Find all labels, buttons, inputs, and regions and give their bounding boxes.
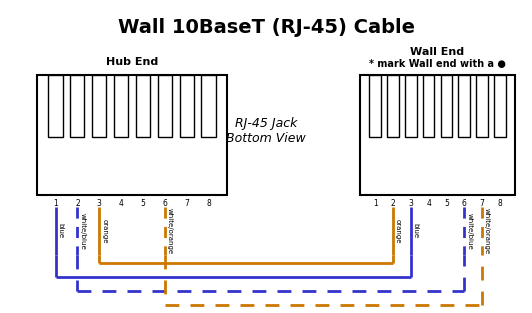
Bar [70,75,85,137]
Text: 8: 8 [497,199,502,208]
Text: orange: orange [395,219,401,243]
Text: 3: 3 [409,199,413,208]
Text: white/blue: white/blue [466,213,472,249]
Text: 7: 7 [184,199,189,208]
Text: 5: 5 [444,199,449,208]
Bar [92,75,106,137]
Text: blue: blue [413,223,419,239]
Text: 4: 4 [119,199,123,208]
Text: Hub End: Hub End [106,57,158,67]
Bar [48,75,63,137]
Bar [369,75,381,137]
Bar [360,75,515,195]
Text: 1: 1 [373,199,378,208]
Text: 5: 5 [140,199,145,208]
Text: 2: 2 [75,199,80,208]
Text: 6: 6 [462,199,467,208]
Bar [440,75,452,137]
Text: 8: 8 [206,199,211,208]
Text: 3: 3 [97,199,102,208]
Text: blue: blue [57,223,63,239]
Text: 2: 2 [390,199,395,208]
Text: * mark Wall end with a ●: * mark Wall end with a ● [369,59,506,69]
Bar [114,75,128,137]
Text: 4: 4 [426,199,431,208]
Bar [202,75,215,137]
Text: Wall End: Wall End [410,47,464,57]
Text: white/orange: white/orange [167,208,173,254]
Bar [405,75,417,137]
Bar [179,75,194,137]
Text: white/orange: white/orange [484,208,490,254]
Bar [423,75,435,137]
Text: 1: 1 [53,199,58,208]
Bar [459,75,470,137]
Text: orange: orange [101,219,107,243]
Bar [136,75,150,137]
Text: 7: 7 [480,199,485,208]
Text: Wall 10BaseT (RJ-45) Cable: Wall 10BaseT (RJ-45) Cable [118,18,414,37]
Bar [387,75,398,137]
Text: white/blue: white/blue [79,213,85,249]
Bar [476,75,488,137]
Text: RJ-45 Jack
Bottom View: RJ-45 Jack Bottom View [226,117,306,146]
Bar [494,75,506,137]
Bar [37,75,227,195]
Bar [157,75,172,137]
Text: 6: 6 [162,199,167,208]
